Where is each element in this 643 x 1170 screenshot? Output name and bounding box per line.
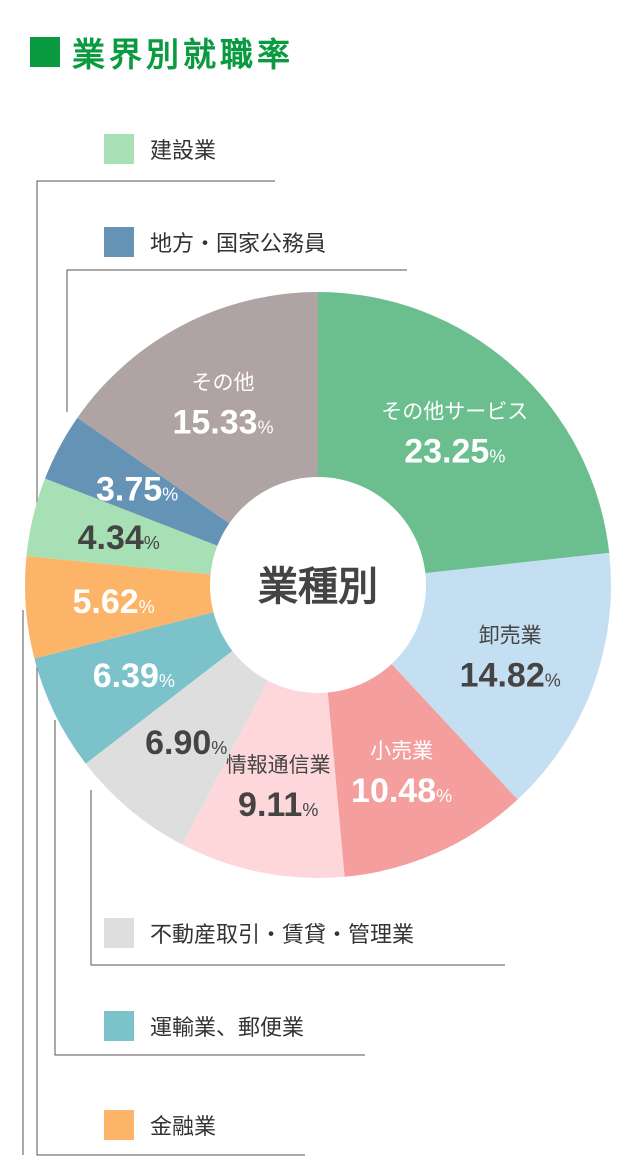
legend-swatch	[104, 1110, 134, 1140]
slice-value-label: 10.48%	[351, 772, 452, 810]
slice-value-label: 5.62%	[72, 583, 154, 621]
connector-real-estate	[90, 790, 505, 966]
legend-item-transport: 運輸業、郵便業	[104, 1010, 304, 1042]
legend-swatch	[104, 134, 134, 164]
slice-value-label: 6.39%	[93, 657, 175, 695]
slice-name-label: 情報通信業	[226, 754, 331, 777]
connector-transport	[54, 720, 365, 1056]
slice-name-label: 卸売業	[479, 624, 542, 647]
legend-swatch	[104, 918, 134, 948]
legend-swatch	[104, 227, 134, 257]
slice-value-label: 23.25%	[404, 432, 505, 470]
slice-value-label: 3.75%	[96, 471, 178, 509]
slice-value-label: 6.90%	[145, 724, 227, 762]
connector-public-servant	[66, 269, 407, 412]
slice-value-label: 14.82%	[460, 656, 561, 694]
legend-item-real-estate: 不動産取引・賃貸・管理業	[104, 917, 414, 949]
center-label: 業種別	[258, 564, 378, 610]
legend-label: 建設業	[150, 139, 217, 164]
legend-swatch	[104, 1011, 134, 1041]
slice-name-label: その他サービス	[381, 400, 528, 423]
chart-title: 業界別就職率	[30, 30, 294, 74]
donut-hole	[210, 477, 426, 693]
legend-label: 運輸業、郵便業	[150, 1016, 305, 1041]
legend-label: 地方・国家公務員	[150, 232, 327, 257]
legend-item-public-servant: 地方・国家公務員	[104, 226, 326, 258]
legend-label: 不動産取引・賃貸・管理業	[150, 923, 415, 948]
legend-item-construction: 建設業	[104, 133, 216, 165]
slice-value-label: 9.11%	[238, 786, 318, 824]
slice-name-label: 小売業	[370, 740, 433, 763]
legend-item-finance: 金融業	[104, 1109, 216, 1141]
slice-labels: その他サービス 23.25% 卸売業 14.82% 小売業 10.48% 情報通信業 9.11…	[72, 371, 560, 824]
slice-value-label: 4.34%	[78, 519, 160, 557]
slice-value-label: 15.33%	[172, 403, 273, 441]
legend-label: 金融業	[150, 1115, 217, 1140]
title-square-icon	[30, 37, 60, 67]
title-text: 業界別就職率	[72, 35, 294, 74]
slice-name-label: その他	[192, 371, 255, 394]
